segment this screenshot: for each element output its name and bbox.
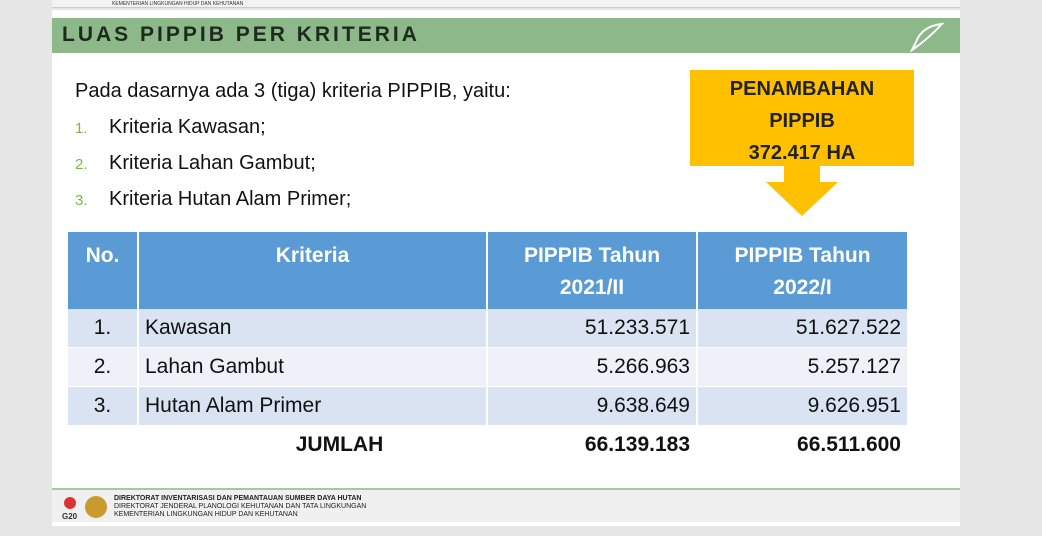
item-number: 2. [75,156,88,173]
title: LUAS PIPPIB PER KRITERIA [62,23,420,46]
table: No. Kriteria PIPPIB Tahun 2021/II PIPPIB … [68,232,909,465]
footer-text: DIREKTORAT INVENTARISASI DAN PEMANTAUAN … [114,495,366,519]
cell: 2. [68,347,139,387]
cell: 9.626.951 [697,386,909,426]
cell: 66.511.600 [697,425,909,465]
item-number: 1. [75,120,88,137]
logos: G20 [62,496,107,521]
cell: 66.139.183 [487,425,698,465]
cell: 1. [68,309,139,348]
header-bar: LUAS PIPPIB PER KRITERIA [52,18,960,53]
column-header: No. [68,232,139,309]
cell: 3. [68,386,139,426]
item-text: Kriteria Lahan Gambut; [109,152,316,174]
cell [68,425,139,465]
cell: 51.233.571 [487,309,698,348]
total-label: JUMLAH [138,425,488,465]
cell: Hutan Alam Primer [138,386,488,426]
cell: 51.627.522 [697,309,909,348]
footer-line: DIREKTORAT JENDERAL PLANOLOGI KEHUTANAN … [114,503,367,510]
footer-line: DIREKTORAT INVENTARISASI DAN PEMANTAUAN … [114,495,362,502]
header-line: PIPPIB Tahun [523,244,661,267]
column-header: PIPPIB Tahun 2021/II [487,232,698,309]
item-text: Kriteria Kawasan; [109,116,266,138]
column-header: Kriteria [138,232,488,309]
leaf-icon [909,22,945,52]
column-header: PIPPIB Tahun 2022/I [697,232,909,309]
top-strip: KEMENTERIAN LINGKUNGAN HIDUP DAN KEHUTAN… [52,0,960,8]
logo-text: G20 [62,512,78,521]
cell: Kawasan [138,309,488,348]
header-line: 2022/I [773,276,832,299]
callout-line: PENAMBAHAN [729,78,875,100]
cell: 5.266.963 [487,347,698,387]
arrow [766,166,838,216]
footer-line: KEMENTERIAN LINGKUNGAN HIDUP DAN KEHUTAN… [114,511,298,518]
header-line: PIPPIB Tahun [734,244,871,267]
criteria-item: 3. Kriteria Hutan Alam Primer; [75,188,351,224]
criteria-item: 2. Kriteria Lahan Gambut; [75,152,351,188]
footer: G20 DIREKTORAT INVENTARISASI DAN PEMANTA… [52,488,960,522]
cell: Lahan Gambut [138,347,488,387]
criteria-list: 1. Kriteria Kawasan; 2. Kriteria Lahan Gam… [75,116,351,224]
item-text: Kriteria Hutan Alam Primer; [109,188,352,210]
callout: PENAMBAHAN PIPPIB 372.417 HA [690,70,914,166]
callout-line: 372.417 HA [748,142,856,164]
cell: 9.638.649 [487,386,698,426]
cell: 5.257.127 [697,347,909,387]
header-line: 2021/II [559,276,625,299]
criteria-item: 1. Kriteria Kawasan; [75,116,351,152]
callout-line: PIPPIB [769,110,835,132]
intro: Pada dasarnya ada 3 (tiga) kriteria PIPP… [75,80,511,102]
item-number: 3. [75,192,88,209]
